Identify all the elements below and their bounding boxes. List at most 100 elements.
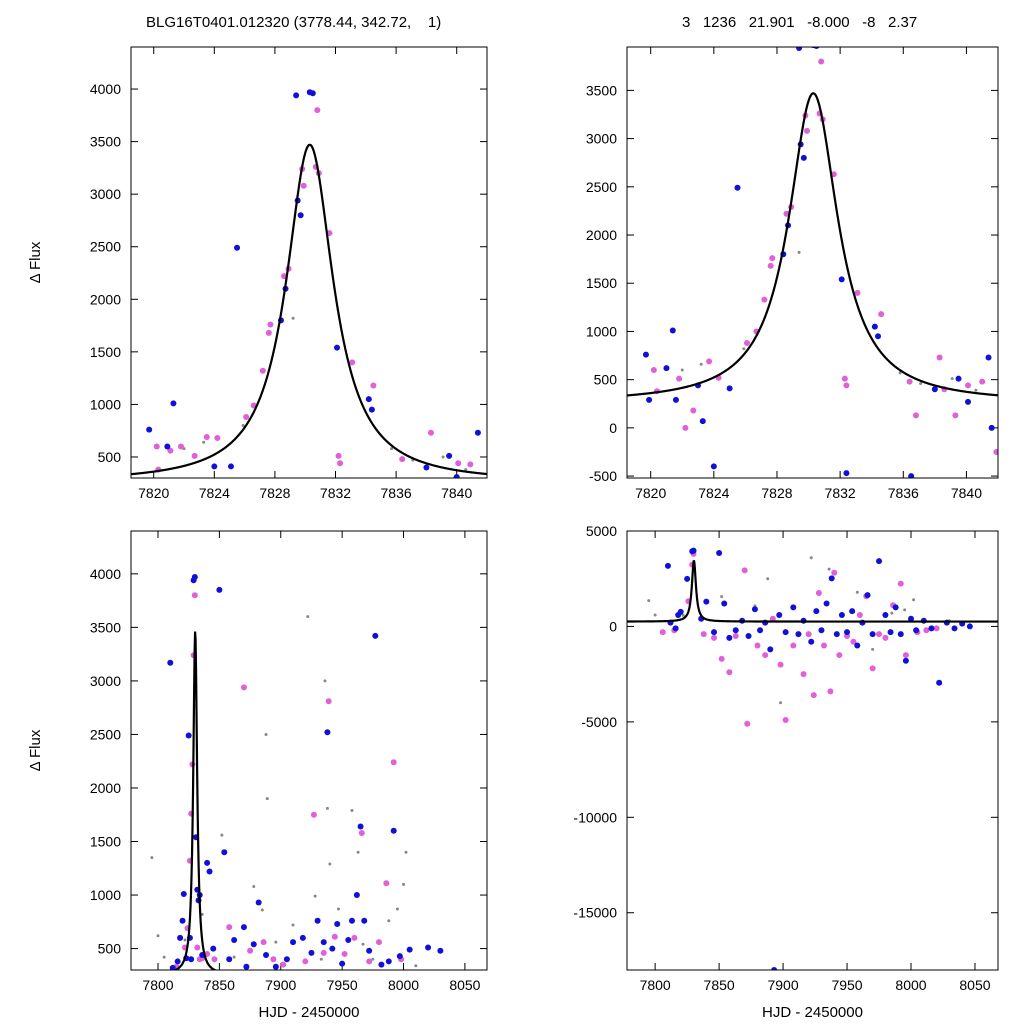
data-point-gray [779,701,783,705]
x-tick-label: 7832 [320,485,351,501]
data-point-magenta [902,652,909,659]
model-curve [172,631,218,970]
data-point-magenta [351,934,358,941]
data-point-blue [988,424,995,431]
data-point-magenta [399,456,406,463]
data-point-magenta [265,329,272,336]
x-tick-label: 7850 [204,977,235,993]
data-point-blue [757,627,764,634]
data-point-blue [314,917,321,924]
panel-frame [130,530,488,971]
data-point-blue [255,899,262,906]
y-tick-label: 2500 [90,239,121,255]
data-point-magenta [706,358,713,365]
data-point-magenta [843,382,850,389]
data-point-magenta [936,354,943,361]
data-point-magenta [856,611,863,618]
data-point-blue [368,406,375,413]
data-point-gray [855,590,859,594]
data-point-magenta [177,443,184,450]
data-point-blue [823,600,830,607]
data-point-blue [672,625,679,632]
data-points [642,47,998,478]
data-point-blue [185,732,192,739]
data-point-blue [931,386,938,393]
data-point-blue [211,463,218,470]
data-point-gray [699,362,703,366]
data-point-magenta [203,434,210,441]
data-point-blue [345,937,352,944]
data-point-gray [183,938,187,942]
data-point-magenta [979,378,986,385]
data-point-blue [180,890,187,897]
data-point-blue [710,629,717,636]
data-point-magenta [659,629,666,636]
data-point-gray [390,447,394,451]
data-point-magenta [741,567,748,574]
data-point-blue [348,917,355,924]
data-point-blue [385,958,392,965]
data-point-blue [871,323,878,330]
data-point-blue [913,627,920,634]
data-point-blue [726,634,733,641]
data-point-magenta [302,958,309,965]
data-point-magenta [923,627,930,634]
data-point-magenta [260,939,267,946]
model-curve [627,559,998,623]
y-tick-label: 3000 [90,186,121,202]
data-point-blue [690,547,697,554]
data-point-blue [745,632,752,639]
data-point-magenta [803,127,810,134]
data-point-blue [869,631,876,638]
data-point-magenta [335,452,342,459]
data-point-blue [669,327,676,334]
data-point-blue [936,679,943,686]
data-point-blue [677,608,684,615]
y-tick-label: 4000 [90,566,121,582]
data-point-magenta [690,407,697,414]
data-point-blue [796,47,803,51]
data-point-blue [334,344,341,351]
data-point-gray [974,388,978,392]
data-point-blue [250,941,257,948]
data-point-blue [767,646,774,653]
data-point-magenta [818,58,825,65]
x-tick-label: 7836 [888,485,919,501]
data-point-gray [387,919,391,923]
data-point-blue [423,464,430,471]
data-point-magenta [427,429,434,436]
y-tick-label: 2000 [586,227,617,243]
y-tick-label: -5000 [581,714,617,730]
data-point-blue [272,963,279,970]
data-point-magenta [952,412,959,419]
data-point-magenta [836,652,843,659]
data-point-blue [446,452,453,459]
data-point-blue [892,604,899,611]
data-point-blue [191,574,198,581]
data-point-gray [647,599,651,603]
y-tick-label: 2000 [90,291,121,307]
data-point-gray [414,964,418,968]
data-point-magenta [850,638,857,645]
data-point-blue [324,729,331,736]
data-point-blue [309,90,316,97]
chart-panel-bottom-left: 7800 7850 7900 7950 8000 8050 500 1000 1500 2000 2… [27,530,488,1021]
data-point-gray [291,923,295,927]
panel-frame [626,46,999,479]
data-point-blue [703,598,710,605]
data-point-magenta [710,634,717,641]
data-point-magenta [455,460,462,467]
data-point-magenta [800,671,807,678]
data-point-magenta [700,631,707,638]
data-point-blue [664,562,671,569]
y-tick-label: -10000 [573,809,617,825]
data-point-gray [232,955,236,959]
data-point-gray [313,894,317,898]
data-point-magenta [341,950,348,957]
data-point-blue [966,623,973,630]
data-point-magenta [366,958,373,965]
data-point-magenta [325,698,332,705]
data-point-magenta [897,580,904,587]
data-point-blue [908,615,915,622]
data-point-blue [297,212,304,219]
